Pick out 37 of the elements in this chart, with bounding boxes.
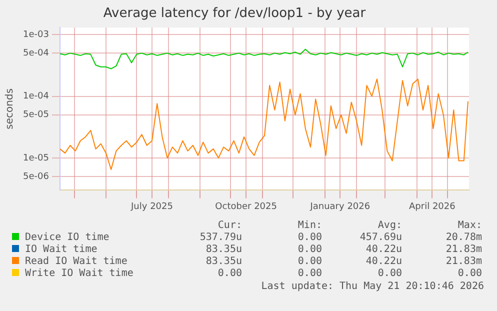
y-tick-label: 5e-04 [22,48,50,59]
text: 21.83m [444,256,482,268]
text: Avg: [376,220,402,232]
text: 0.00 [376,268,402,280]
y-tick-label: 5e-05 [22,110,49,120]
legend-label: Write IO Wait time [24,268,134,280]
text: 457.69u [358,232,402,244]
x-tick-label: October 2025 [215,202,277,212]
text: 40.22u [364,256,402,268]
legend-label: IO Wait time [24,244,98,256]
x-tick-label: January 2026 [309,202,370,212]
text: 21.83m [444,244,482,256]
text: 0.00 [296,256,322,268]
text: Cur: [216,220,242,232]
y-axis-title: seconds [4,88,16,130]
x-tick-label: July 2025 [130,202,173,212]
text: 20.78m [444,232,482,244]
text: 0.00 [456,268,482,280]
text: Last update: Thu May 21 20:10:46 2026 [260,281,484,292]
text: 83.35u [204,256,242,268]
text: 83.35u [204,244,242,256]
text: 0.00 [216,268,242,280]
text: Max: [456,220,482,232]
legend-label: Device IO time [24,232,110,244]
y-tick-label: 1e-05 [22,153,49,164]
chart-title: Average latency for /dev/loop1 - by year [103,6,366,22]
text: 40.22u [364,244,402,256]
text: 0.00 [296,268,322,280]
y-tick-label: 5e-06 [22,172,50,182]
legend-label: Read IO Wait time [24,256,128,268]
y-tick-label: 1e-04 [22,92,50,102]
text: 0.00 [296,244,322,256]
y-tick-label: 1e-03 [22,30,49,40]
text: 0.00 [296,232,322,244]
text: Min: [296,220,322,232]
text: 537.79u [198,232,242,244]
x-tick-label: April 2026 [409,202,456,212]
